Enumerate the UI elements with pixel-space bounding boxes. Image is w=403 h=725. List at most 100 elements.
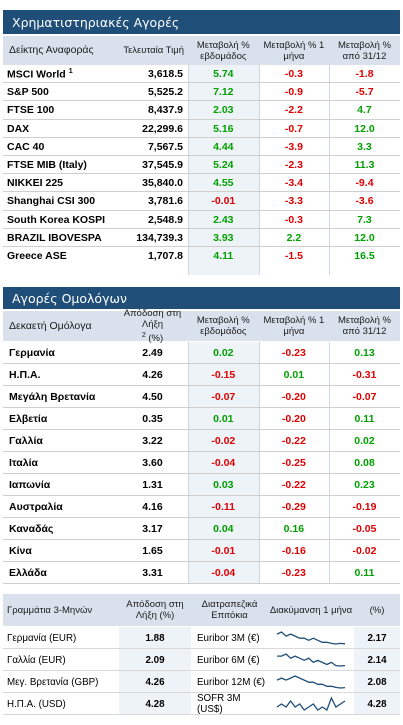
header-rate-percent: (%) <box>369 604 385 616</box>
month-change: 2.2 <box>286 231 302 244</box>
week-change: 7.12 <box>213 86 234 99</box>
last-price: 35,840.0 <box>142 177 183 190</box>
sparkline-cell <box>268 674 354 690</box>
bond-week-change: 0.04 <box>213 523 234 535</box>
bond-yield: 0.35 <box>142 413 163 425</box>
header-bond: Δεκαετή Ομόλογα <box>9 319 92 332</box>
bond-week-change: 0.03 <box>213 479 234 491</box>
bond-week-change: -0.02 <box>211 435 236 447</box>
month-change: -0.3 <box>284 68 303 81</box>
table-row: Γερμανία (EUR) 1.88 Euribor 3M (€) 2.17 <box>3 627 400 649</box>
ytd-change: 12.0 <box>354 122 375 135</box>
bond-week-change: -0.01 <box>211 545 236 557</box>
bond-country: Ελβετία <box>9 413 48 425</box>
sparkline <box>276 675 346 689</box>
bond-month-change: 0.01 <box>283 369 305 381</box>
week-change: 4.55 <box>213 177 234 190</box>
bond-week-change: -0.07 <box>211 391 236 403</box>
bonds-rows: Γερμανία 2.49 0.02 -0.23 0.13 Η.Π.Α. 4.26 -0.15… <box>3 342 400 584</box>
sparkline-series <box>276 631 346 645</box>
bond-month-change: -0.16 <box>281 545 306 557</box>
table-row: CAC 40 7,567.5 4.44 -3.9 3.3 <box>3 138 400 156</box>
bond-month-change: -0.20 <box>281 413 306 425</box>
last-price: 37,545.9 <box>142 159 183 172</box>
table-row: Ιταλία 3.60 -0.04 -0.25 0.08 <box>3 452 400 474</box>
sparkline <box>276 696 346 711</box>
sparkline-cell <box>268 630 354 646</box>
bonds-header-row: Δεκαετή Ομόλογα Απόδοση στη Λήξη 2 (%) Μ… <box>3 307 400 345</box>
last-price: 7,567.5 <box>147 140 183 153</box>
month-change: -0.3 <box>284 213 303 226</box>
week-change: 2.43 <box>213 213 234 226</box>
bond-ytd-change: -0.19 <box>352 501 377 513</box>
header-last-price: Τελευταία Τιμή <box>123 45 184 56</box>
last-price: 5,525.2 <box>147 86 183 99</box>
bond-yield: 4.50 <box>142 391 163 403</box>
month-change: -3.9 <box>284 140 303 153</box>
table-row: BRAZIL IBOVESPA 134,739.3 3.93 2.2 12.0 <box>3 229 400 247</box>
bond-ytd-change: -0.05 <box>352 523 377 535</box>
equities-rows: MSCI World 1 3,618.5 5.74 -0.3 -1.8 S&P 500 5,5… <box>3 65 400 265</box>
bond-week-change: 0.02 <box>213 347 234 359</box>
bonds-table: Γερμανία 2.49 0.02 -0.23 0.13 Η.Π.Α. 4.26 -0.15… <box>3 342 400 584</box>
bill-yield: 2.09 <box>145 654 165 666</box>
interbank-rate-value: 2.14 <box>367 654 387 666</box>
bond-week-change: -0.04 <box>211 567 236 579</box>
bond-country: Μεγάλη Βρετανία <box>9 391 96 403</box>
week-change: 4.11 <box>213 249 234 262</box>
month-change: -0.7 <box>284 122 303 135</box>
ytd-change: 3.3 <box>357 140 372 153</box>
index-name: S&P 500 <box>7 86 49 99</box>
bond-ytd-change: -0.31 <box>352 369 377 381</box>
ytd-change: 12.0 <box>354 231 375 244</box>
bond-yield: 1.65 <box>142 545 163 557</box>
bond-ytd-change: -0.02 <box>352 545 377 557</box>
week-change: -0.01 <box>211 195 236 208</box>
week-change: 5.24 <box>213 159 234 172</box>
ytd-change: -1.8 <box>355 68 374 81</box>
ytd-change: 7.3 <box>357 213 372 226</box>
bond-ytd-change: -0.07 <box>352 391 377 403</box>
index-name: Greece ASE <box>7 249 67 262</box>
interbank-rate-name: Euribor 6M (€) <box>197 654 260 666</box>
bond-country: Ελλάδα <box>9 567 47 579</box>
table-row: FTSE MIB (Italy) 37,545.9 5.24 -2.3 11.3 <box>3 156 400 174</box>
last-price: 8,437.9 <box>147 104 183 117</box>
sparkline <box>276 631 346 645</box>
header-bond-week-change: Μεταβολή % εβδομάδος <box>196 315 250 337</box>
header-yield: Απόδοση στη Λήξη 2 (%) <box>123 307 182 345</box>
month-change: -2.3 <box>284 159 303 172</box>
header-bond-month-change: Μεταβολή % 1 μήνα <box>263 315 325 337</box>
table-row: Μεγ. Βρετανία (GBP) 4.26 Euribor 12M (€) 2.… <box>3 671 400 693</box>
equities-header-row: Δείκτης Αναφοράς Τελευταία Τιμή Μεταβολή… <box>3 36 400 65</box>
last-price: 134,739.3 <box>136 231 183 244</box>
header-index: Δείκτης Αναφοράς <box>9 44 94 56</box>
bond-ytd-change: 0.02 <box>354 435 375 447</box>
table-row: Γαλλία (EUR) 2.09 Euribor 6M (€) 2.14 <box>3 649 400 671</box>
header-week-change: Μεταβολή % εβδομάδος <box>196 39 250 62</box>
bond-ytd-change: 0.08 <box>354 457 375 469</box>
table-row: DAX 22,299.6 5.16 -0.7 12.0 <box>3 120 400 138</box>
month-change: -3.3 <box>284 195 303 208</box>
bill-yield: 4.28 <box>145 698 165 710</box>
footnote-marker: 1 <box>68 67 73 75</box>
week-change: 5.16 <box>213 122 234 135</box>
bond-yield: 4.26 <box>142 369 163 381</box>
ytd-change: -3.6 <box>355 195 374 208</box>
table-row: Greece ASE 1,707.8 4.11 -1.5 16.5 <box>3 247 400 265</box>
index-name: FTSE MIB (Italy) <box>7 159 87 172</box>
bill-yield: 1.88 <box>145 632 165 644</box>
sparkline-cell <box>268 652 354 668</box>
bond-week-change: -0.11 <box>211 501 235 513</box>
week-change: 3.93 <box>213 231 234 244</box>
bond-yield: 1.31 <box>142 479 163 491</box>
bond-month-change: -0.25 <box>281 457 306 469</box>
interbank-rate-value: 4.28 <box>367 698 387 710</box>
bond-month-change: -0.22 <box>281 479 306 491</box>
bond-yield: 3.60 <box>142 457 163 469</box>
bond-country: Ιταλία <box>9 457 38 469</box>
bond-month-change: -0.20 <box>281 391 306 403</box>
month-change: -3.4 <box>284 177 303 190</box>
bond-ytd-change: 0.11 <box>354 567 375 579</box>
interbank-rate-name: Euribor 3M (€) <box>197 632 260 644</box>
